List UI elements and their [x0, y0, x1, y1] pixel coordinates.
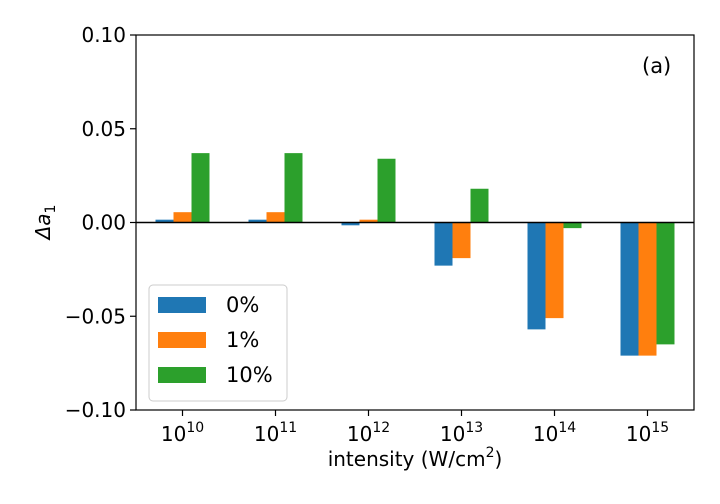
bar-10pct-1 [191, 153, 210, 223]
y-axis-label: Δa1 [31, 205, 59, 242]
bar-10pct-4 [470, 188, 489, 223]
bar-0pct-1 [155, 219, 174, 223]
x-tick-base: 10 [254, 422, 279, 446]
y-tick-label: −0.05 [65, 304, 126, 328]
bar-1pct-2 [266, 212, 285, 223]
y-tick-label: −0.10 [65, 398, 126, 422]
bar-1pct-4 [452, 222, 471, 259]
x-tick-label: 1011 [254, 420, 297, 446]
x-tick-exponent: 15 [651, 420, 669, 436]
x-tick-exponent: 10 [186, 420, 204, 436]
x-tick-base: 10 [533, 422, 558, 446]
x-tick-exponent: 13 [465, 420, 483, 436]
x-tick-label: 1010 [161, 420, 204, 446]
x-axis-label: intensity (W/cm2) [328, 445, 503, 471]
y-axis-label-subscript: 1 [43, 205, 59, 214]
y-tick-label: 0.00 [81, 211, 126, 235]
x-tick-exponent: 12 [372, 420, 390, 436]
bar-1pct-3 [359, 219, 378, 223]
legend-swatch-0pct [158, 297, 206, 313]
legend-label: 0% [226, 293, 259, 317]
y-tick-label: 0.05 [81, 117, 126, 141]
x-tick-label: 1013 [440, 420, 483, 446]
x-tick-label: 1014 [533, 420, 576, 446]
legend-label: 10% [226, 363, 273, 387]
bar-0pct-5 [527, 222, 546, 330]
bar-0pct-4 [434, 222, 453, 266]
panel-label: (a) [642, 54, 671, 78]
bar-1pct-6 [638, 222, 657, 356]
y-axis-label-main: Δa [31, 213, 55, 241]
x-tick-base: 10 [161, 422, 186, 446]
legend-swatch-1pct [158, 332, 206, 348]
bar-10pct-5 [563, 222, 582, 229]
plot-frame [135, 34, 695, 411]
y-tick-label: 0.10 [81, 23, 126, 47]
x-axis-label-end: ) [494, 447, 502, 471]
x-ticks: 1010 1011 1012 1013 1014 1015 [161, 410, 669, 446]
x-axis-label-main: intensity (W/cm [328, 447, 486, 471]
bar-0pct-3 [341, 222, 360, 226]
legend-label: 1% [226, 328, 259, 352]
bar-1pct-1 [173, 212, 192, 223]
legend-swatch-10pct [158, 367, 206, 383]
x-tick-label: 1015 [626, 420, 669, 446]
bar-10pct-2 [284, 153, 303, 223]
x-tick-label: 1012 [347, 420, 390, 446]
bar-10pct-3 [377, 158, 396, 223]
bar-0pct-2 [248, 219, 267, 223]
bars-layer [155, 153, 675, 356]
y-ticks: 0.10 0.05 0.00 −0.05 −0.10 [65, 23, 136, 422]
x-tick-exponent: 11 [279, 420, 297, 436]
bar-0pct-6 [620, 222, 639, 356]
x-tick-base: 10 [347, 422, 372, 446]
legend: 0% 1% 10% [148, 284, 288, 402]
bar-10pct-6 [656, 222, 675, 345]
x-tick-base: 10 [440, 422, 465, 446]
x-tick-base: 10 [626, 422, 651, 446]
x-axis-label-superscript: 2 [486, 445, 495, 461]
x-tick-exponent: 14 [558, 420, 576, 436]
bar-1pct-5 [545, 222, 564, 319]
